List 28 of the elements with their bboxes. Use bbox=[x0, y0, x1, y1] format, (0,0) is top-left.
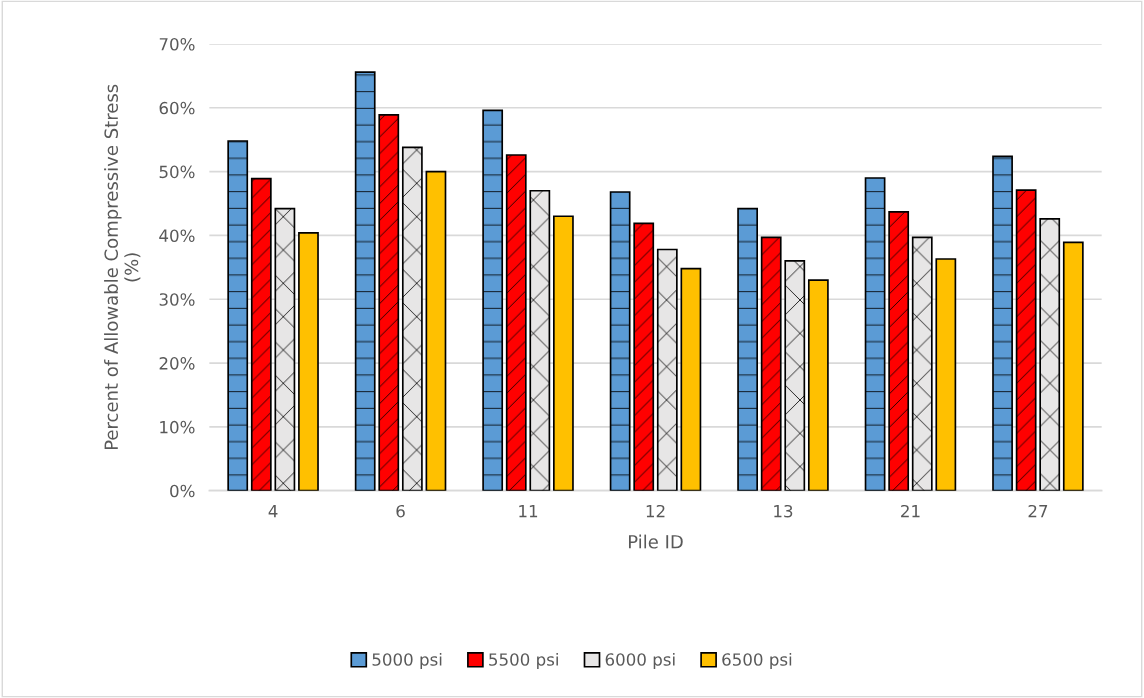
y-tick-label: 30% bbox=[159, 293, 195, 306]
y-tick-label: 20% bbox=[159, 357, 195, 370]
x-tick-label: 27 bbox=[1028, 504, 1048, 518]
x-tick-label: 4 bbox=[268, 505, 278, 518]
y-tick-label: 40% bbox=[159, 229, 195, 242]
bar bbox=[935, 258, 957, 491]
legend-label: 6500 psi bbox=[722, 652, 792, 670]
x-tick-label: 21 bbox=[901, 504, 920, 518]
y-tick-label: 10% bbox=[160, 420, 195, 434]
bar bbox=[680, 267, 702, 491]
x-axis-title: Pile ID bbox=[628, 534, 683, 549]
x-tick-label: 11 bbox=[519, 505, 538, 518]
legend-label: 5500 psi bbox=[489, 652, 558, 670]
bar bbox=[298, 232, 319, 491]
y-tick-label: 0% bbox=[170, 484, 195, 498]
bar bbox=[807, 279, 829, 491]
y-tick-label: 70% bbox=[159, 37, 195, 51]
y-axis-title: Percent of Allowable Compressive Stress (%) bbox=[104, 84, 141, 450]
bar bbox=[425, 170, 447, 491]
y-tick-label: 60% bbox=[159, 101, 195, 115]
legend-label: 6000 psi bbox=[605, 652, 675, 670]
legend-label: 5000 psi bbox=[372, 652, 442, 670]
bar bbox=[1062, 241, 1084, 491]
bar bbox=[553, 215, 574, 491]
y-tick-label: 50% bbox=[159, 165, 195, 179]
x-tick-label: 12 bbox=[646, 504, 665, 518]
x-tick-label: 13 bbox=[774, 504, 793, 518]
x-tick-label: 6 bbox=[396, 504, 405, 518]
